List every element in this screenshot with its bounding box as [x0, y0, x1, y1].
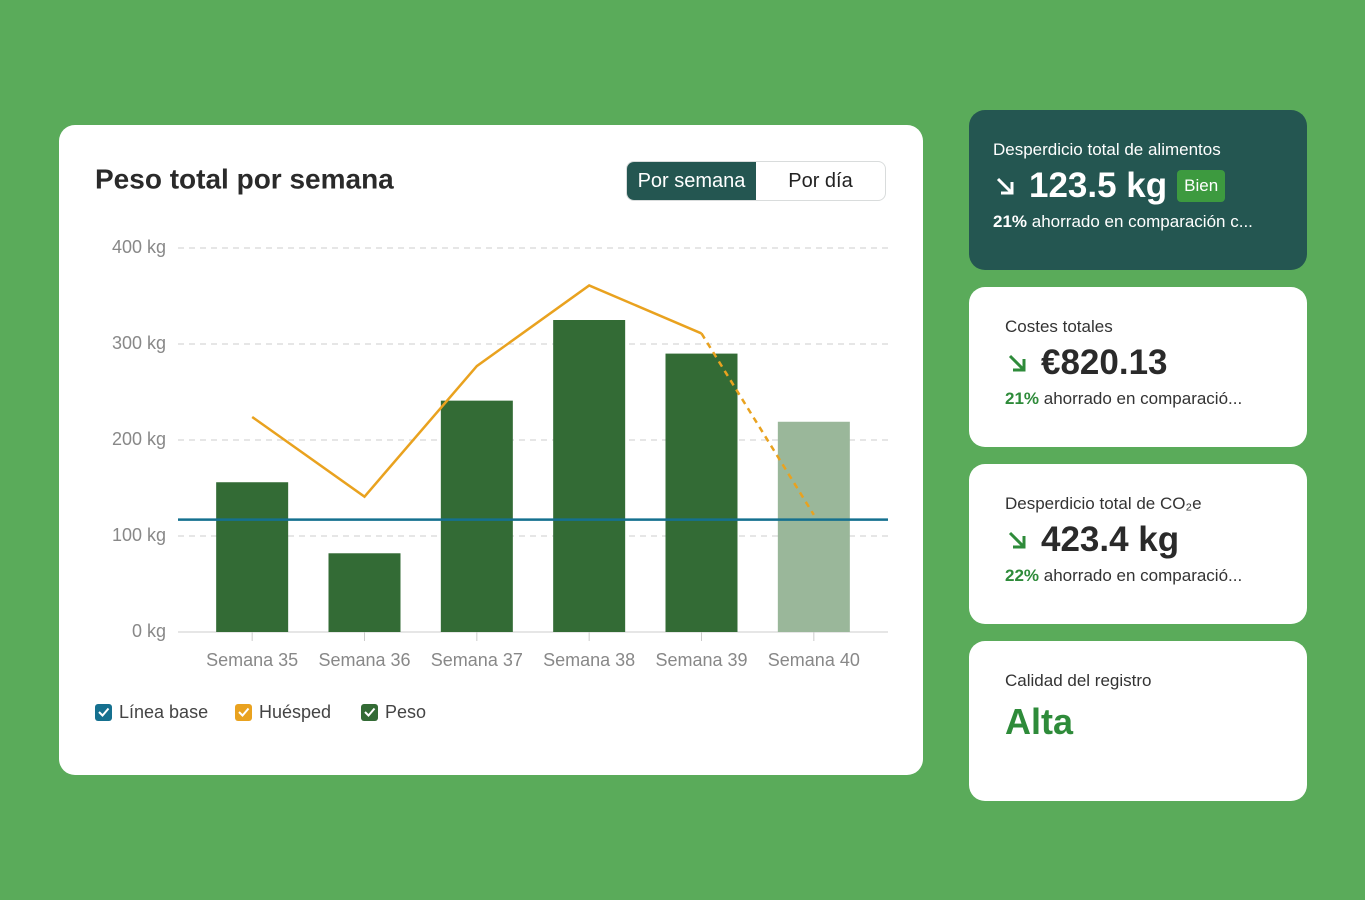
legend-label: Huésped — [259, 702, 331, 722]
bar — [440, 400, 513, 632]
stat-note-text: ahorrado en comparació... — [1043, 389, 1243, 408]
bar — [665, 353, 738, 632]
stat-percent: 21% — [993, 212, 1028, 231]
stat-note: 22% ahorrado en comparació... — [1005, 566, 1307, 586]
trend-arrow — [1008, 354, 1026, 372]
legend-label: Peso — [385, 702, 426, 722]
stat-card: Calidad del registro Alta — [969, 641, 1307, 801]
toggle-option[interactable]: Por semana — [627, 162, 756, 200]
y-tick-label: 0 kg — [132, 621, 166, 641]
stat-value: Alta — [1005, 701, 1074, 742]
stat-card: Costes totales €820.13 21% ahorrado en com… — [969, 287, 1307, 447]
stat-percent: 21% — [1005, 389, 1040, 408]
y-tick-label: 400 kg — [112, 237, 166, 257]
x-tick-label: Semana 37 — [431, 650, 523, 670]
bar — [328, 553, 401, 632]
legend-checkbox — [95, 704, 112, 721]
stat-value-row: 123.5 kg Bien — [993, 166, 1307, 206]
stat-value: €820.13 — [1041, 343, 1168, 382]
chart-title: Peso total por semana — [95, 163, 394, 194]
stat-percent: 22% — [1005, 566, 1040, 585]
legend-label: Línea base — [119, 702, 208, 722]
stat-note: 21% ahorrado en comparació... — [1005, 389, 1307, 409]
y-tick-label: 100 kg — [112, 525, 166, 545]
trend-arrow — [1008, 531, 1026, 549]
legend-check — [98, 707, 110, 717]
x-tick-label: Semana 40 — [768, 650, 860, 670]
stat-card: Desperdicio total de alimentos 123.5 kg Bi… — [969, 110, 1307, 270]
y-tick-label: 200 kg — [112, 429, 166, 449]
legend-checkbox — [361, 704, 378, 721]
stat-note-text: ahorrado en comparació... — [1043, 566, 1243, 585]
x-tick-label: Semana 36 — [318, 650, 410, 670]
trend-icon — [1008, 354, 1026, 372]
stat-card: Desperdicio total de CO₂e 423.4 kg 22% aho… — [969, 464, 1307, 624]
stat-label: Desperdicio total de alimentos — [993, 140, 1221, 159]
stat-value: 423.4 kg — [1041, 520, 1180, 559]
stat-value-row: €820.13 — [1005, 343, 1307, 383]
legend-check — [238, 707, 250, 717]
trend-icon — [1008, 531, 1026, 549]
line — [251, 284, 702, 499]
view-toggle: Por semana Por día — [626, 161, 886, 201]
toggle-option[interactable]: Por día — [788, 169, 853, 192]
x-tick-label: Semana 38 — [543, 650, 635, 670]
legend-check — [364, 707, 376, 717]
stat-value-row: 423.4 kg — [1005, 520, 1307, 560]
x-tick-label: Semana 35 — [206, 650, 298, 670]
bar — [553, 320, 626, 632]
stat-label: Costes totales — [1005, 317, 1113, 336]
y-tick-label: 300 kg — [112, 333, 166, 353]
stat-label: Calidad del registro — [1005, 671, 1152, 690]
stat-note-text: ahorrado en comparación c... — [1031, 212, 1253, 231]
stat-note: 21% ahorrado en comparación c... — [993, 212, 1307, 232]
bar — [777, 421, 850, 632]
stat-badge: Bien — [1177, 170, 1226, 202]
line-forecast — [700, 332, 815, 516]
legend-checkbox — [235, 704, 252, 721]
stat-label: Desperdicio total de CO₂e — [1005, 494, 1202, 513]
bar — [216, 482, 289, 632]
trend-icon — [996, 177, 1014, 195]
stat-value: 123.5 kg — [1029, 166, 1168, 205]
trend-arrow — [996, 177, 1014, 195]
x-tick-label: Semana 39 — [655, 650, 747, 670]
